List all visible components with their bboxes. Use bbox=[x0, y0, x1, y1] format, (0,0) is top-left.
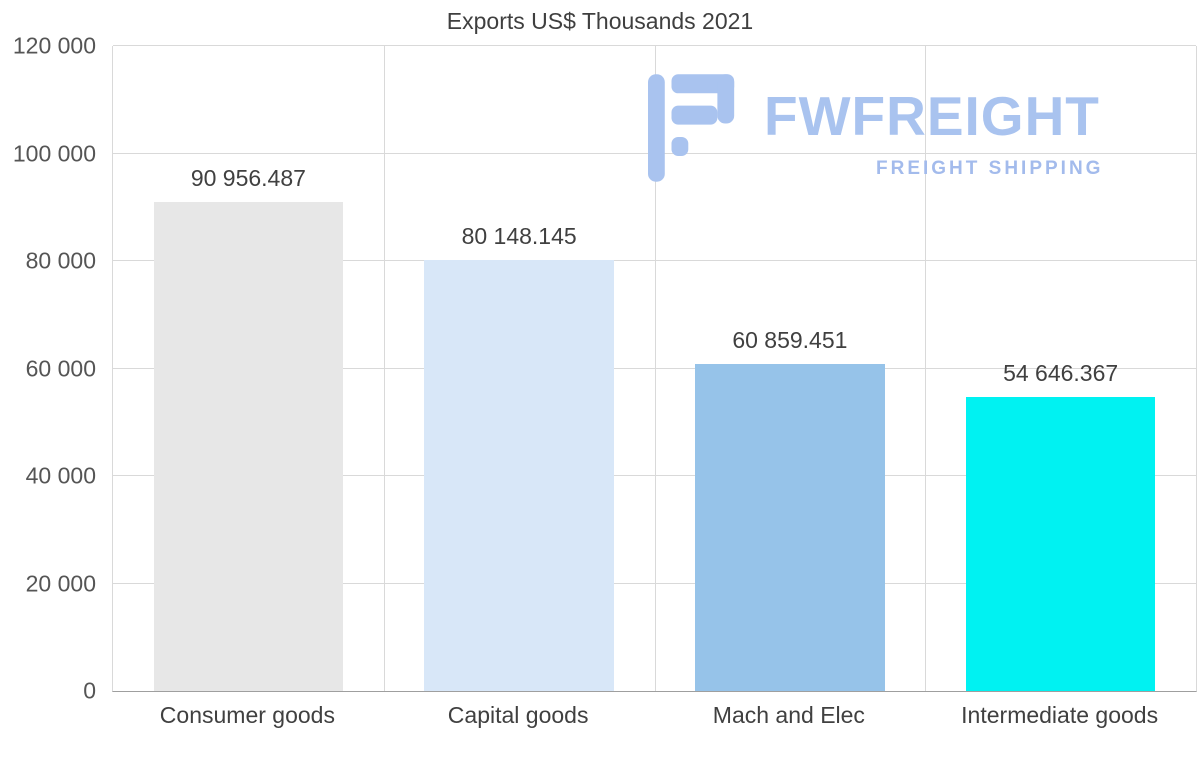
value-label-mach-and-elec: 60 859.451 bbox=[732, 326, 848, 353]
y-tick-label: 120 000 bbox=[12, 32, 96, 59]
value-label-consumer-goods: 90 956.487 bbox=[190, 165, 306, 192]
y-tick-label: 80 000 bbox=[25, 247, 96, 274]
chart-title: Exports US$ Thousands 2021 bbox=[446, 8, 754, 34]
bar-intermediate-goods bbox=[965, 397, 1156, 691]
gridline bbox=[113, 45, 1196, 46]
y-axis: 120 000 100 000 80 000 60 000 40 000 20 000 0 bbox=[0, 33, 104, 704]
gridline-vertical bbox=[654, 46, 656, 691]
y-tick-label: 0 bbox=[83, 677, 96, 704]
x-axis: Consumer goods Capital goods Mach and Elec… bbox=[112, 698, 1195, 738]
value-label-intermediate-goods: 54 646.367 bbox=[1003, 360, 1119, 387]
bar-consumer-goods bbox=[153, 202, 344, 691]
y-tick-label: 20 000 bbox=[25, 570, 96, 596]
x-tick-label-mach-and-elec: Mach and Elec bbox=[712, 702, 865, 728]
x-tick-label-intermediate-goods: Intermediate goods bbox=[961, 702, 1159, 728]
x-tick-label-consumer-goods: Consumer goods bbox=[159, 702, 335, 728]
brand-logo-icon bbox=[648, 68, 742, 193]
gridline-vertical bbox=[925, 46, 927, 691]
y-tick-label: 40 000 bbox=[25, 462, 96, 489]
value-label-capital-goods: 80 148.145 bbox=[461, 223, 577, 250]
bar-mach-and-elec bbox=[695, 363, 885, 691]
watermark: FWFREIGHT FREIGHT SHIPPING bbox=[648, 64, 1168, 200]
brand-tagline: FREIGHT SHIPPING bbox=[876, 158, 1104, 179]
plot-area: 90 956.487 80 148.145 60 859.451 54 646.367 bbox=[112, 45, 1197, 692]
x-tick-label-capital-goods: Capital goods bbox=[447, 702, 589, 728]
gridline-vertical bbox=[383, 46, 385, 691]
y-tick-label: 60 000 bbox=[25, 355, 96, 381]
y-tick-label: 100 000 bbox=[12, 140, 96, 166]
bar-capital-goods bbox=[424, 260, 614, 691]
brand-name: FWFREIGHT bbox=[764, 85, 1100, 147]
